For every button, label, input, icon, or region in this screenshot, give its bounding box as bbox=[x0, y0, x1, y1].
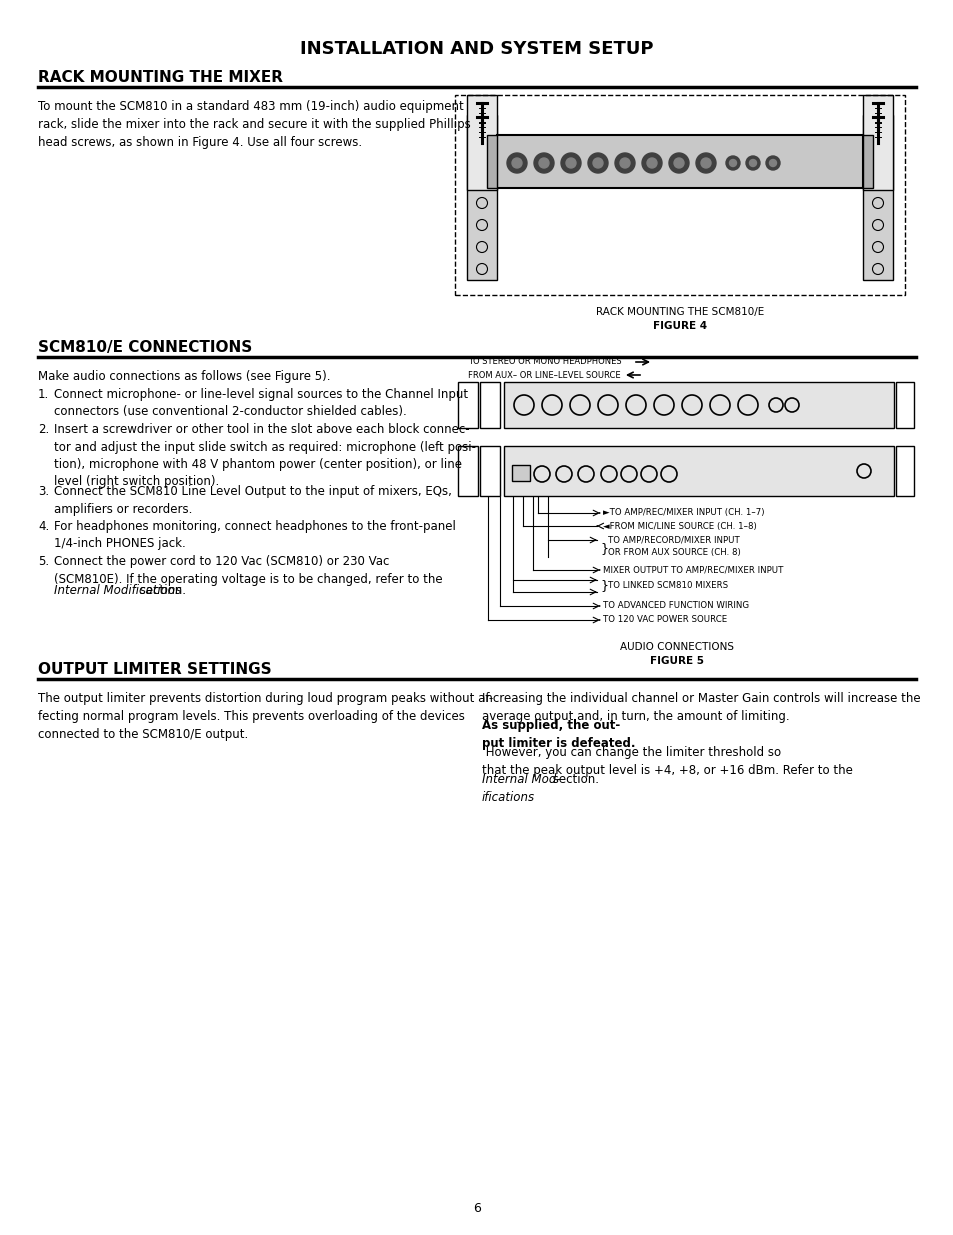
Text: FIGURE 5: FIGURE 5 bbox=[649, 656, 703, 666]
Circle shape bbox=[593, 158, 602, 168]
Bar bbox=[457, 446, 477, 496]
Text: TO ADVANCED FUNCTION WIRING: TO ADVANCED FUNCTION WIRING bbox=[602, 601, 748, 610]
Text: TO STEREO OR MONO HEADPHONES: TO STEREO OR MONO HEADPHONES bbox=[468, 357, 621, 367]
Circle shape bbox=[587, 153, 607, 173]
Text: Connect microphone- or line-level signal sources to the Channel Input
connectors: Connect microphone- or line-level signal… bbox=[54, 388, 468, 419]
Circle shape bbox=[673, 158, 683, 168]
Text: To mount the SCM810 in a standard 483 mm (19-inch) audio equipment
rack, slide t: To mount the SCM810 in a standard 483 mm… bbox=[38, 100, 470, 149]
Text: 2.: 2. bbox=[38, 424, 50, 436]
Text: MIXER OUTPUT TO AMP/REC/MIXER INPUT: MIXER OUTPUT TO AMP/REC/MIXER INPUT bbox=[602, 566, 782, 574]
Text: ►TO AMP/REC/MIXER INPUT (CH. 1–7): ►TO AMP/REC/MIXER INPUT (CH. 1–7) bbox=[602, 509, 763, 517]
Circle shape bbox=[769, 159, 776, 167]
Text: }: } bbox=[599, 542, 607, 556]
Text: INSTALLATION AND SYSTEM SETUP: INSTALLATION AND SYSTEM SETUP bbox=[300, 40, 653, 58]
Text: However, you can change the limiter threshold so
that the peak output level is +: However, you can change the limiter thre… bbox=[481, 746, 856, 777]
Circle shape bbox=[725, 156, 740, 170]
Circle shape bbox=[700, 158, 710, 168]
Circle shape bbox=[729, 159, 736, 167]
Text: For headphones monitoring, connect headphones to the front-panel
1/4-inch PHONES: For headphones monitoring, connect headp… bbox=[54, 520, 456, 551]
Circle shape bbox=[749, 159, 756, 167]
Bar bbox=[862, 95, 892, 190]
Bar bbox=[862, 115, 892, 280]
Text: 6: 6 bbox=[473, 1202, 480, 1215]
Circle shape bbox=[534, 153, 554, 173]
Text: 1.: 1. bbox=[38, 388, 50, 401]
Text: The output limiter prevents distortion during loud program peaks without af-
fec: The output limiter prevents distortion d… bbox=[38, 692, 493, 741]
Bar bbox=[512, 466, 530, 480]
Bar bbox=[479, 382, 499, 429]
Text: section.: section. bbox=[548, 773, 598, 785]
Text: 4.: 4. bbox=[38, 520, 50, 534]
Circle shape bbox=[565, 158, 576, 168]
Text: TO 120 VAC POWER SOURCE: TO 120 VAC POWER SOURCE bbox=[602, 615, 726, 625]
Circle shape bbox=[512, 158, 521, 168]
Bar bbox=[479, 446, 499, 496]
Bar bbox=[895, 382, 913, 429]
Bar bbox=[467, 95, 497, 190]
Bar bbox=[467, 115, 497, 280]
Bar bbox=[455, 95, 904, 295]
Bar bbox=[486, 135, 497, 188]
Circle shape bbox=[619, 158, 629, 168]
Circle shape bbox=[745, 156, 760, 170]
Circle shape bbox=[615, 153, 635, 173]
Text: FROM AUX– OR LINE–LEVEL SOURCE: FROM AUX– OR LINE–LEVEL SOURCE bbox=[468, 370, 620, 379]
Bar bbox=[497, 135, 862, 188]
Text: }: } bbox=[599, 579, 607, 593]
Text: RACK MOUNTING THE SCM810/E: RACK MOUNTING THE SCM810/E bbox=[596, 308, 763, 317]
Text: Increasing the individual channel or Master Gain controls will increase the
aver: Increasing the individual channel or Mas… bbox=[481, 692, 920, 722]
Text: section.: section. bbox=[136, 584, 186, 597]
Text: Connect the SCM810 Line Level Output to the input of mixers, EQs,
amplifiers or : Connect the SCM810 Line Level Output to … bbox=[54, 485, 452, 515]
Bar bbox=[895, 446, 913, 496]
Bar bbox=[862, 135, 872, 188]
Text: Connect the power cord to 120 Vac (SCM810) or 230 Vac
(SCM810E). If the operatin: Connect the power cord to 120 Vac (SCM81… bbox=[54, 555, 442, 603]
Circle shape bbox=[560, 153, 580, 173]
Circle shape bbox=[506, 153, 526, 173]
Text: OUTPUT LIMITER SETTINGS: OUTPUT LIMITER SETTINGS bbox=[38, 662, 272, 677]
Text: RACK MOUNTING THE MIXER: RACK MOUNTING THE MIXER bbox=[38, 70, 283, 85]
Circle shape bbox=[765, 156, 780, 170]
Circle shape bbox=[538, 158, 548, 168]
Circle shape bbox=[646, 158, 657, 168]
Bar bbox=[457, 382, 477, 429]
Text: Insert a screwdriver or other tool in the slot above each block connec-
tor and : Insert a screwdriver or other tool in th… bbox=[54, 424, 476, 489]
Text: Internal Modifications: Internal Modifications bbox=[54, 584, 181, 597]
Circle shape bbox=[668, 153, 688, 173]
Text: Internal Mod-
ifications: Internal Mod- ifications bbox=[481, 773, 560, 804]
Text: AUDIO CONNECTIONS: AUDIO CONNECTIONS bbox=[619, 642, 733, 652]
Text: TO AMP/RECORD/MIXER INPUT: TO AMP/RECORD/MIXER INPUT bbox=[607, 536, 739, 545]
Bar bbox=[503, 382, 893, 429]
Text: FIGURE 4: FIGURE 4 bbox=[652, 321, 706, 331]
Text: 3.: 3. bbox=[38, 485, 49, 498]
Circle shape bbox=[641, 153, 661, 173]
Bar bbox=[503, 446, 893, 496]
Circle shape bbox=[696, 153, 716, 173]
Text: As supplied, the out-
put limiter is defeated.: As supplied, the out- put limiter is def… bbox=[481, 719, 635, 750]
Text: Make audio connections as follows (see Figure 5).: Make audio connections as follows (see F… bbox=[38, 370, 330, 383]
Text: TO LINKED SCM810 MIXERS: TO LINKED SCM810 MIXERS bbox=[607, 582, 727, 590]
Text: OR FROM AUX SOURCE (CH. 8): OR FROM AUX SOURCE (CH. 8) bbox=[607, 547, 740, 557]
Text: SCM810/E CONNECTIONS: SCM810/E CONNECTIONS bbox=[38, 340, 252, 354]
Text: ◄FROM MIC/LINE SOURCE (CH. 1–8): ◄FROM MIC/LINE SOURCE (CH. 1–8) bbox=[602, 521, 756, 531]
Text: 5.: 5. bbox=[38, 555, 49, 568]
